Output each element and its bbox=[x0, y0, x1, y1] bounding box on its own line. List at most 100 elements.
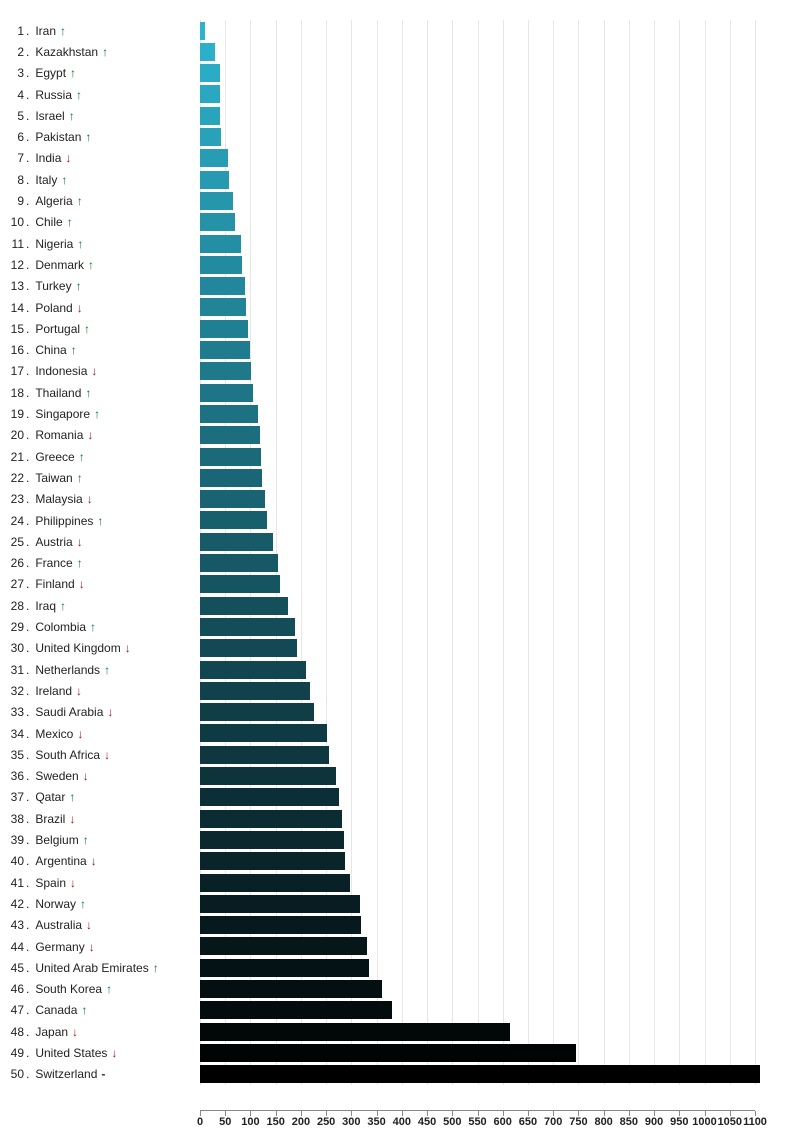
country-name: United Arab Emirates bbox=[35, 961, 148, 975]
row-label: 49.United States↓ bbox=[0, 1042, 196, 1063]
table-row: 16.China↑ bbox=[0, 340, 800, 361]
axis-tick-label: 400 bbox=[393, 1116, 411, 1128]
country-name: Thailand bbox=[35, 386, 81, 400]
rank-number: 5 bbox=[0, 109, 24, 123]
rank-separator: . bbox=[26, 1025, 29, 1039]
row-label: 26.France↑ bbox=[0, 553, 196, 574]
table-row: 23.Malaysia↓ bbox=[0, 489, 800, 510]
rank-separator: . bbox=[26, 428, 29, 442]
trend-down-icon: ↓ bbox=[77, 535, 83, 549]
trend-up-icon: ↑ bbox=[76, 279, 82, 293]
row-label: 1.Iran↑ bbox=[0, 20, 196, 41]
trend-down-icon: ↓ bbox=[77, 727, 83, 741]
axis-tick-label: 150 bbox=[266, 1116, 284, 1128]
value-bar bbox=[200, 1023, 510, 1041]
trend-up-icon: ↑ bbox=[106, 982, 112, 996]
rank-separator: . bbox=[26, 258, 29, 272]
trend-up-icon: ↑ bbox=[90, 620, 96, 634]
rank-number: 14 bbox=[0, 301, 24, 315]
row-label: 20.Romania↓ bbox=[0, 425, 196, 446]
row-label: 23.Malaysia↓ bbox=[0, 489, 196, 510]
trend-up-icon: ↑ bbox=[81, 1003, 87, 1017]
row-label: 18.Thailand↑ bbox=[0, 382, 196, 403]
table-row: 3.Egypt↑ bbox=[0, 63, 800, 84]
table-row: 18.Thailand↑ bbox=[0, 382, 800, 403]
country-name: Spain bbox=[35, 876, 66, 890]
axis-tick-label: 250 bbox=[317, 1116, 335, 1128]
value-bar bbox=[200, 448, 261, 466]
table-row: 11.Nigeria↑ bbox=[0, 233, 800, 254]
axis-tick-label: 300 bbox=[342, 1116, 360, 1128]
trend-down-icon: ↓ bbox=[87, 428, 93, 442]
country-name: Taiwan bbox=[35, 471, 72, 485]
rank-number: 16 bbox=[0, 343, 24, 357]
table-row: 14.Poland↓ bbox=[0, 297, 800, 318]
row-label: 11.Nigeria↑ bbox=[0, 233, 196, 254]
rank-number: 25 bbox=[0, 535, 24, 549]
trend-down-icon: ↓ bbox=[104, 748, 110, 762]
rank-number: 27 bbox=[0, 577, 24, 591]
row-label: 2.Kazakhstan↑ bbox=[0, 41, 196, 62]
value-bar bbox=[200, 639, 297, 657]
row-label: 3.Egypt↑ bbox=[0, 63, 196, 84]
axis-tick-label: 50 bbox=[219, 1116, 231, 1128]
rank-separator: . bbox=[26, 940, 29, 954]
value-bar bbox=[200, 256, 242, 274]
value-bar bbox=[200, 597, 288, 615]
rank-separator: . bbox=[26, 514, 29, 528]
value-bar bbox=[200, 874, 350, 892]
country-name: China bbox=[35, 343, 66, 357]
rank-separator: . bbox=[26, 237, 29, 251]
value-bar bbox=[200, 43, 215, 61]
country-name: India bbox=[35, 151, 61, 165]
rank-separator: . bbox=[26, 492, 29, 506]
trend-up-icon: ↑ bbox=[69, 109, 75, 123]
axis-tick-label: 1100 bbox=[743, 1116, 767, 1128]
trend-up-icon: ↑ bbox=[76, 88, 82, 102]
table-row: 34.Mexico↓ bbox=[0, 723, 800, 744]
country-name: Qatar bbox=[35, 790, 65, 804]
value-bar bbox=[200, 767, 336, 785]
table-row: 4.Russia↑ bbox=[0, 84, 800, 105]
value-bar bbox=[200, 362, 251, 380]
rank-number: 20 bbox=[0, 428, 24, 442]
row-label: 47.Canada↑ bbox=[0, 1000, 196, 1021]
rank-number: 30 bbox=[0, 641, 24, 655]
country-name: Austria bbox=[35, 535, 72, 549]
country-name: South Korea bbox=[35, 982, 102, 996]
value-bar bbox=[200, 277, 245, 295]
axis-tick-label: 0 bbox=[197, 1116, 203, 1128]
country-name: Colombia bbox=[35, 620, 86, 634]
rank-number: 6 bbox=[0, 130, 24, 144]
row-label: 14.Poland↓ bbox=[0, 297, 196, 318]
value-bar bbox=[200, 85, 220, 103]
table-row: 24.Philippines↑ bbox=[0, 510, 800, 531]
value-bar bbox=[200, 724, 327, 742]
axis-tick-label: 900 bbox=[645, 1116, 663, 1128]
value-bar bbox=[200, 22, 205, 40]
rank-separator: . bbox=[26, 109, 29, 123]
trend-down-icon: ↓ bbox=[91, 854, 97, 868]
rank-number: 8 bbox=[0, 173, 24, 187]
rank-separator: . bbox=[26, 535, 29, 549]
value-bar bbox=[200, 149, 228, 167]
rank-number: 45 bbox=[0, 961, 24, 975]
row-label: 24.Philippines↑ bbox=[0, 510, 196, 531]
table-row: 45.United Arab Emirates↑ bbox=[0, 957, 800, 978]
rank-number: 1 bbox=[0, 24, 24, 38]
rank-number: 4 bbox=[0, 88, 24, 102]
table-row: 50.Switzerland- bbox=[0, 1064, 800, 1085]
rank-number: 43 bbox=[0, 918, 24, 932]
table-row: 29.Colombia↑ bbox=[0, 616, 800, 637]
value-bar bbox=[200, 213, 235, 231]
rank-number: 39 bbox=[0, 833, 24, 847]
rank-separator: . bbox=[26, 215, 29, 229]
rank-separator: . bbox=[26, 982, 29, 996]
axis-tick-label: 550 bbox=[468, 1116, 486, 1128]
axis-tick-label: 350 bbox=[367, 1116, 385, 1128]
row-label: 9.Algeria↑ bbox=[0, 190, 196, 211]
rank-separator: . bbox=[26, 24, 29, 38]
trend-up-icon: ↑ bbox=[77, 237, 83, 251]
country-name: Belgium bbox=[35, 833, 78, 847]
rank-number: 29 bbox=[0, 620, 24, 634]
